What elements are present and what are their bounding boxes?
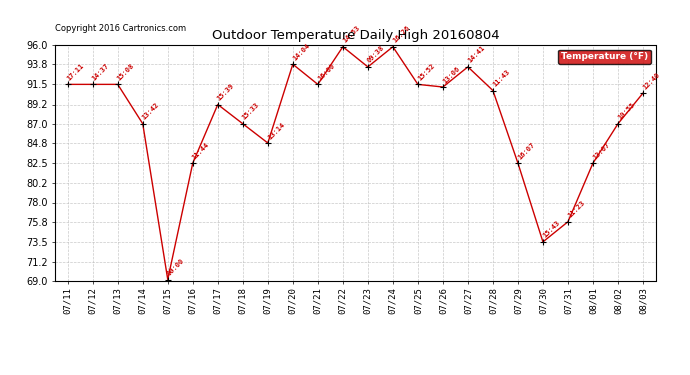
- Text: 13:07: 13:07: [591, 141, 611, 160]
- Text: 14:37: 14:37: [91, 62, 110, 82]
- Text: 13:42: 13:42: [141, 102, 161, 121]
- Text: 11:43: 11:43: [491, 69, 511, 88]
- Text: 14:41: 14:41: [466, 45, 486, 64]
- Text: 12:40: 12:40: [642, 71, 661, 90]
- Text: 15:39: 15:39: [217, 82, 235, 102]
- Text: 17:11: 17:11: [66, 62, 86, 82]
- Text: 15:33: 15:33: [241, 102, 261, 121]
- Text: 15:52: 15:52: [417, 62, 435, 82]
- Text: 13:06: 13:06: [442, 65, 461, 84]
- Text: 11:44: 11:44: [191, 141, 210, 160]
- Title: Outdoor Temperature Daily High 20160804: Outdoor Temperature Daily High 20160804: [212, 30, 499, 42]
- Text: 16:07: 16:07: [517, 141, 535, 160]
- Text: 14:04: 14:04: [291, 42, 310, 62]
- Text: Copyright 2016 Cartronics.com: Copyright 2016 Cartronics.com: [55, 24, 186, 33]
- Text: 09:38: 09:38: [366, 45, 386, 64]
- Text: 16:00: 16:00: [317, 62, 335, 82]
- Text: 16:26: 16:26: [391, 25, 411, 44]
- Text: 13:14: 13:14: [266, 121, 286, 140]
- Text: 11:23: 11:23: [566, 200, 586, 219]
- Legend: Temperature (°F): Temperature (°F): [558, 50, 651, 64]
- Text: 15:43: 15:43: [542, 220, 561, 239]
- Text: 14:53: 14:53: [342, 25, 361, 44]
- Text: 15:08: 15:08: [117, 62, 135, 82]
- Text: 10:55: 10:55: [617, 102, 635, 121]
- Text: 00:00: 00:00: [166, 258, 186, 277]
